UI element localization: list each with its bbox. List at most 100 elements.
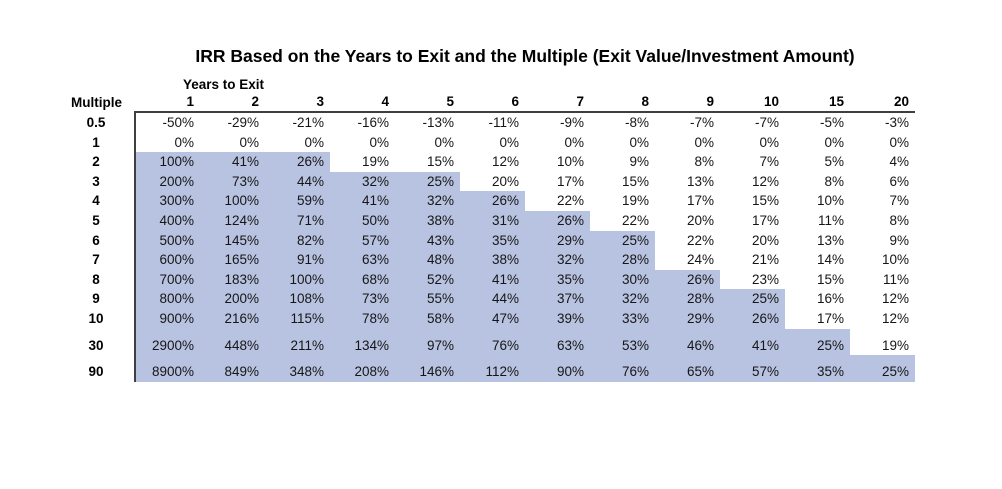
col-header-7: 7: [525, 93, 590, 113]
irr-cell: 15%: [816, 271, 844, 287]
table-row-multiple-5: 5 400% 124% 71% 50% 38% 31% 26% 22% 20% 17% 11% 8%: [40, 210, 915, 231]
table-row-multiple-4: 4 300% 100% 59% 41% 32% 26% 22% 19% 17% 15% 10% 7%: [40, 191, 915, 211]
irr-cell: 43%: [395, 230, 460, 251]
table-row-multiple-3: 3 200% 73% 44% 32% 25% 20% 17% 15% 13% 12% 8% 6%: [40, 171, 915, 192]
irr-cell: 400%: [134, 210, 200, 231]
irr-cell: 44%: [460, 289, 525, 309]
irr-cell: 20%: [686, 212, 714, 228]
irr-cell: 25%: [590, 230, 655, 251]
irr-cell: 32%: [525, 250, 590, 270]
spacer-row: [40, 355, 915, 363]
irr-cell: 29%: [655, 308, 720, 329]
irr-cell: 26%: [655, 269, 720, 290]
irr-cell: 0%: [369, 134, 389, 150]
row-label: 2: [92, 154, 100, 170]
table-row-multiple-0.5: 0.5 -50% -29% -21% -16% -13% -11% -9% -8% -7% -7% -…: [40, 112, 915, 133]
irr-cell: 38%: [395, 210, 460, 231]
irr-cell: 115%: [265, 308, 330, 329]
row-label: 30: [88, 337, 104, 353]
irr-cell: 100%: [200, 191, 265, 211]
table-row-multiple-7: 7 600% 165% 91% 63% 48% 38% 32% 28% 24% 21% 14% 10%: [40, 250, 915, 270]
spacer-cell: [460, 355, 525, 363]
irr-cell: 32%: [395, 191, 460, 211]
table-body: 0.5 -50% -29% -21% -16% -13% -11% -9% -8% -7% -7% -…: [40, 112, 915, 382]
irr-cell: 25%: [850, 362, 915, 382]
col-header-10: 10: [720, 93, 785, 113]
irr-cell: 8900%: [134, 362, 200, 382]
table-row-multiple-30: 30 2900% 448% 211% 134% 97% 76% 63% 53% 46% 41% 25%…: [40, 335, 915, 356]
irr-cell: 8%: [694, 154, 714, 170]
irr-cell: 63%: [525, 335, 590, 356]
row-label: 8: [92, 271, 100, 287]
irr-cell: 600%: [134, 250, 200, 270]
row-label: 5: [92, 212, 100, 228]
irr-cell: 39%: [525, 308, 590, 329]
spacer-cell: [850, 329, 915, 336]
table-row-multiple-10: 10 900% 216% 115% 78% 58% 47% 39% 33% 29% 26% 17% 12…: [40, 308, 915, 329]
spacer-cell: [265, 328, 330, 336]
irr-cell: 29%: [525, 230, 590, 251]
irr-cell: 800%: [134, 289, 200, 309]
irr-cell: 41%: [200, 152, 265, 172]
spacer-cell: [395, 328, 460, 336]
col-header-5: 5: [395, 93, 460, 113]
spacer-label-cell: [40, 355, 135, 362]
irr-cell: -7%: [754, 115, 779, 130]
irr-cell: 46%: [655, 335, 720, 356]
irr-table: Multiple 1 2 3 4 5 6 7 8 9 10 15 20 0.5 -50% -29% -21%…: [40, 93, 915, 382]
table-row-multiple-90: 90 8900% 849% 348% 208% 146% 112% 90% 76% 65% 57% 3…: [40, 362, 915, 382]
irr-table-figure: IRR Based on the Years to Exit and the M…: [0, 46, 1002, 489]
irr-cell: 208%: [330, 362, 395, 382]
header-row: Multiple 1 2 3 4 5 6 7 8 9 10 15 20: [40, 93, 915, 113]
col-header-1: 1: [135, 93, 200, 113]
irr-cell: 0%: [564, 134, 584, 150]
multiple-header: Multiple: [71, 94, 122, 110]
table-row-multiple-1: 1 0% 0% 0% 0% 0% 0% 0% 0% 0% 0% 0% 0%: [40, 132, 915, 153]
col-header-6: 6: [460, 93, 525, 113]
irr-cell: 145%: [200, 230, 265, 251]
spacer-cell: [785, 355, 850, 363]
irr-cell: -16%: [357, 115, 389, 130]
spacer-cell: [720, 355, 785, 363]
spacer-cell: [655, 355, 720, 363]
irr-cell: 200%: [200, 289, 265, 309]
irr-cell: 26%: [720, 308, 785, 329]
irr-cell: -3%: [884, 115, 909, 130]
irr-cell: 10%: [556, 154, 584, 170]
irr-cell: 100%: [265, 269, 330, 290]
irr-cell: 6%: [889, 173, 909, 189]
spacer-row: [40, 328, 915, 336]
spacer-label-cell: [40, 329, 135, 336]
row-label: 9: [92, 291, 100, 307]
irr-cell: -50%: [134, 112, 200, 133]
irr-cell: 71%: [265, 210, 330, 231]
irr-cell: 37%: [525, 289, 590, 309]
irr-cell: 41%: [460, 269, 525, 290]
col-header-8: 8: [590, 93, 655, 113]
spacer-cell: [460, 328, 525, 336]
irr-cell: -8%: [624, 115, 649, 130]
irr-cell: 0%: [434, 134, 454, 150]
irr-cell: 73%: [330, 289, 395, 309]
irr-cell: 17%: [816, 310, 844, 326]
spacer-cell: [395, 355, 460, 363]
irr-cell: 48%: [395, 250, 460, 270]
irr-cell: -7%: [689, 115, 714, 130]
irr-cell: 700%: [134, 269, 200, 290]
irr-cell: 50%: [330, 210, 395, 231]
irr-cell: 59%: [265, 191, 330, 211]
row-label: 1: [92, 134, 100, 150]
spacer-cell: [525, 355, 590, 363]
irr-cell: 68%: [330, 269, 395, 290]
irr-cell: 13%: [816, 232, 844, 248]
spacer-cell: [655, 328, 720, 336]
spacer-cell: [330, 328, 395, 336]
spacer-cell: [134, 328, 200, 336]
irr-cell: 7%: [889, 193, 909, 209]
irr-cell: 0%: [694, 134, 714, 150]
irr-cell: 23%: [751, 271, 779, 287]
irr-cell: 448%: [200, 335, 265, 356]
years-to-exit-label: Years to Exit: [183, 77, 265, 92]
irr-cell: 41%: [720, 335, 785, 356]
irr-cell: 112%: [460, 362, 525, 382]
